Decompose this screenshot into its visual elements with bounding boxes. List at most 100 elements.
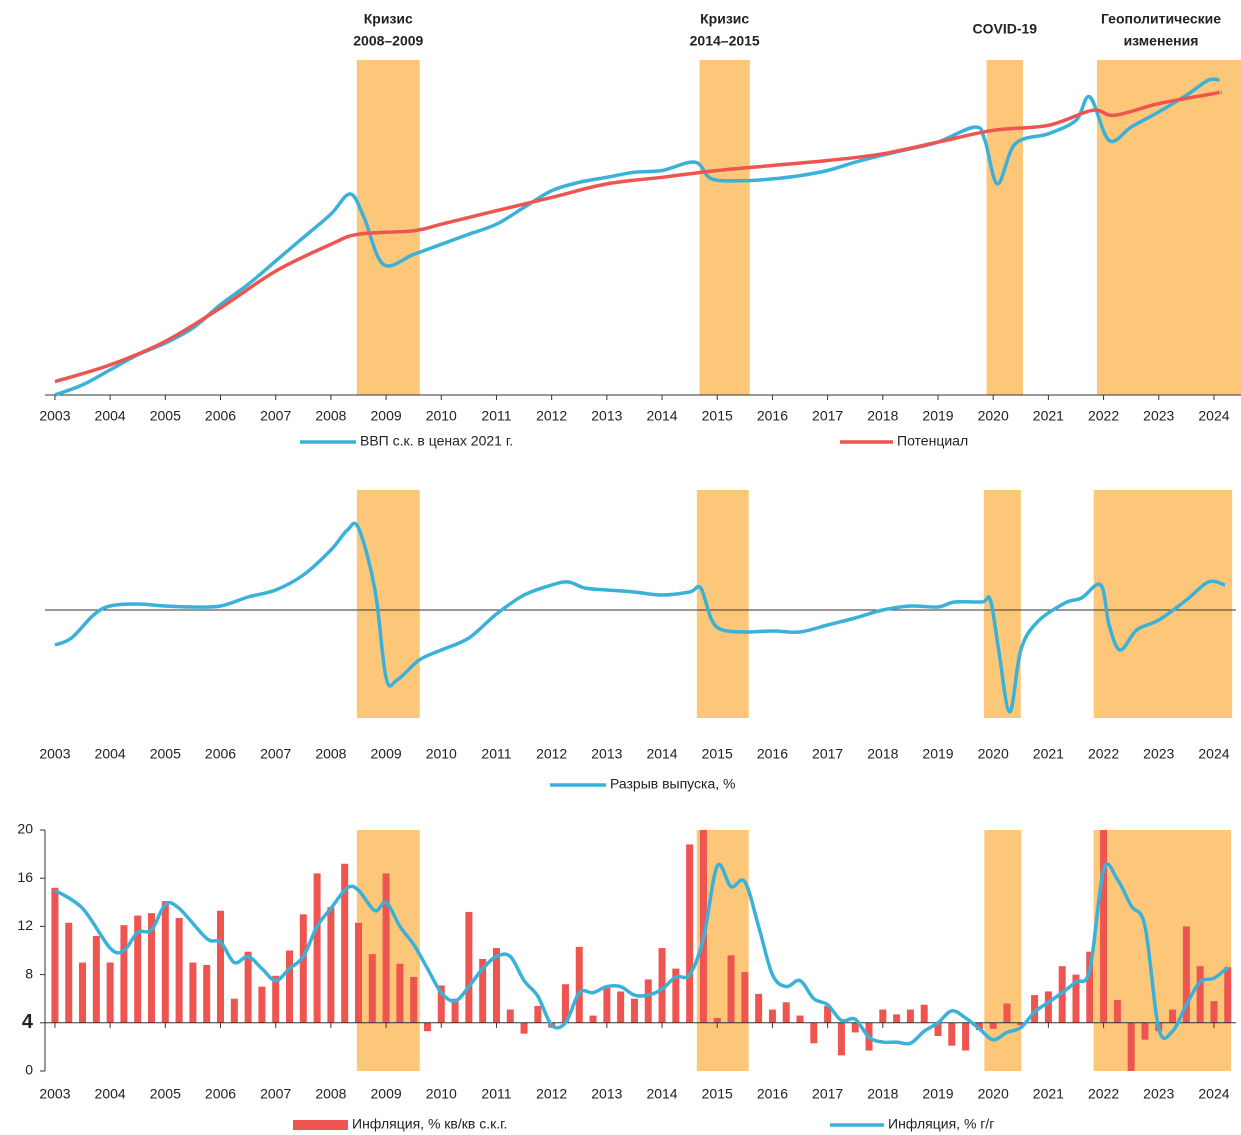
legend-swatch [293,1120,348,1130]
legend-label: Инфляция, % г/г [888,1116,994,1132]
bar [354,922,362,1023]
x-tick-label: 2024 [1198,746,1229,762]
x-tick-label: 2020 [978,408,1009,424]
x-tick-label: 2010 [426,746,457,762]
x-tick-label: 2010 [426,1086,457,1102]
legend-label: Потенциал [897,433,968,449]
x-tick-label: 2005 [150,1086,181,1102]
x-tick-label: 2014 [646,408,677,424]
x-tick-label: 2017 [812,1086,843,1102]
bar [161,901,169,1023]
x-tick-label: 2016 [757,1086,788,1102]
bar [492,948,500,1023]
bar [1196,966,1204,1023]
x-tick-label: 2023 [1143,1086,1174,1102]
bar [258,986,266,1023]
x-tick-label: 2008 [315,746,346,762]
bar [175,917,183,1023]
bar [92,936,100,1023]
bar [630,998,638,1023]
x-tick-label: 2020 [978,1086,1009,1102]
bar [1224,967,1232,1023]
bar [1169,1009,1177,1023]
bar [217,910,225,1023]
x-tick-label: 2016 [757,408,788,424]
bar [382,873,390,1023]
bar [1141,1022,1149,1040]
y-tick-label: 4 [22,1011,34,1033]
bar [989,1022,997,1029]
x-tick-label: 2006 [205,1086,236,1102]
bar [644,979,652,1023]
x-tick-label: 2024 [1198,1086,1229,1102]
bar [672,968,680,1023]
bar [796,1015,804,1023]
x-tick-label: 2019 [922,408,953,424]
bar [51,887,59,1023]
bar [699,830,707,1023]
x-tick-label: 2004 [95,1086,126,1102]
x-tick-label: 2021 [1033,408,1064,424]
x-tick-label: 2009 [371,746,402,762]
bar [768,1009,776,1023]
x-tick-label: 2019 [922,746,953,762]
x-tick-label: 2023 [1143,408,1174,424]
x-tick-label: 2021 [1033,1086,1064,1102]
x-tick-label: 2013 [591,746,622,762]
bar [920,1004,928,1023]
series-line [54,77,1220,397]
x-tick-label: 2011 [481,408,511,424]
bar [120,925,128,1023]
legend-label: Разрыв выпуска, % [610,776,735,792]
x-tick-label: 2009 [371,408,402,424]
y-tick-label: 0 [25,1062,33,1078]
bar [410,977,418,1023]
bar [934,1022,942,1037]
bar [148,913,156,1023]
x-tick-label: 2007 [260,408,291,424]
bar [313,873,321,1023]
band-label: Кризис [700,11,749,27]
bar [837,1022,845,1056]
bar [479,958,487,1023]
y-tick-label: 20 [17,821,33,837]
bar [1044,991,1052,1023]
x-tick-label: 2020 [978,746,1009,762]
crisis-band [986,60,1023,395]
x-tick-label: 2022 [1088,1086,1119,1102]
x-tick-label: 2008 [315,1086,346,1102]
bar [423,1022,431,1032]
bar [437,985,445,1023]
bar [506,1009,514,1023]
x-tick-label: 2018 [867,746,898,762]
bar [1031,995,1039,1023]
bar [713,1017,721,1023]
x-tick-label: 2012 [536,746,567,762]
x-tick-label: 2006 [205,408,236,424]
bar [396,963,404,1023]
bar [230,998,238,1023]
bar [658,948,666,1023]
band-label: COVID-19 [972,21,1037,37]
bar [617,991,625,1023]
bar [1003,1003,1011,1023]
bar [1182,926,1190,1023]
x-tick-label: 2011 [481,1086,511,1102]
bar [285,950,293,1023]
x-tick-label: 2018 [867,408,898,424]
x-tick-label: 2018 [867,1086,898,1102]
bar [824,1005,832,1023]
bar [465,911,473,1023]
x-tick-label: 2009 [371,1086,402,1102]
bar [106,962,114,1023]
bar [686,844,694,1023]
bar [341,863,349,1023]
x-tick-label: 2010 [426,408,457,424]
x-tick-label: 2012 [536,408,567,424]
bar [962,1022,970,1051]
bar [975,1022,983,1031]
bar [810,1022,818,1044]
crisis-band [696,490,749,718]
y-tick-label: 16 [17,869,33,885]
bar [244,951,252,1023]
